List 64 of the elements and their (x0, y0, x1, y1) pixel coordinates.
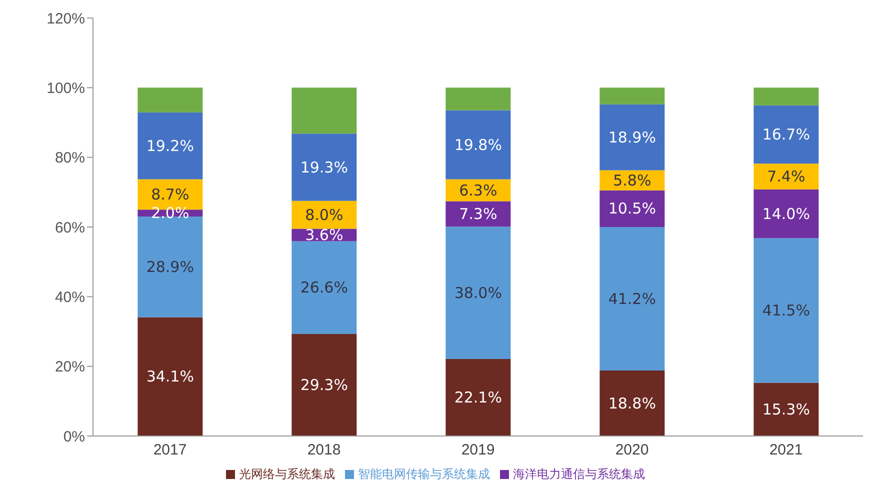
y-tick-label: 80% (54, 150, 85, 167)
bar (446, 359, 511, 436)
data-label: 38.0% (454, 284, 502, 302)
y-tick-label: 40% (54, 288, 85, 306)
bar (292, 88, 357, 134)
x-tick-label: 2021 (769, 442, 803, 459)
bar (446, 110, 511, 180)
x-tick-label: 2017 (153, 442, 187, 459)
data-label: 22.1% (454, 388, 502, 407)
data-label: 18.8% (608, 394, 656, 412)
data-label: 28.9% (146, 258, 194, 276)
bar (600, 370, 665, 436)
bar (292, 334, 357, 436)
bar (446, 88, 511, 110)
data-label: 19.8% (454, 136, 502, 154)
bar (754, 88, 819, 106)
bar (138, 216, 203, 318)
x-tick-label: 2018 (307, 442, 341, 459)
bar (138, 112, 203, 180)
bar (138, 88, 203, 112)
data-label: 5.8% (613, 171, 652, 190)
data-label: 15.3% (762, 400, 810, 418)
legend-label: 光网络与系统集成 (239, 467, 335, 481)
bar (754, 105, 819, 164)
data-label: 41.2% (608, 290, 656, 308)
x-tick-label: 2020 (615, 442, 649, 459)
bar (446, 201, 511, 227)
y-tick-label: 100% (46, 80, 85, 97)
bar (754, 382, 819, 436)
data-label: 41.5% (762, 301, 810, 320)
data-label: 34.1% (146, 368, 194, 386)
y-tick-label: 120% (46, 10, 85, 28)
data-label: 26.6% (300, 278, 348, 297)
bar (446, 226, 511, 360)
y-tick-label: 0% (63, 428, 85, 446)
data-label: 19.3% (300, 158, 348, 176)
data-label: 7.3% (459, 204, 498, 223)
bar (754, 164, 819, 190)
bar (600, 88, 665, 104)
y-tick-label: 60% (54, 219, 85, 236)
bar (600, 227, 665, 371)
data-label: 8.0% (305, 206, 344, 224)
data-label: 7.4% (767, 167, 806, 186)
data-label: 10.5% (608, 200, 656, 218)
data-label: 8.7% (151, 185, 190, 204)
bar (754, 189, 819, 238)
bar (600, 104, 665, 170)
data-label: 18.9% (608, 128, 656, 146)
data-label: 16.7% (762, 126, 810, 144)
bar (292, 134, 357, 201)
bar (138, 317, 203, 436)
bar (292, 241, 357, 334)
legend-label: 智能电网传输与系统集成 (358, 467, 490, 481)
x-tick-label: 2019 (461, 442, 495, 459)
bar (600, 190, 665, 227)
data-label: 2.0% (151, 204, 190, 222)
data-label: 14.0% (762, 204, 810, 223)
bar (754, 238, 819, 383)
data-label: 19.2% (146, 136, 194, 155)
legend-label: 海洋电力通信与系统集成 (513, 467, 645, 481)
y-tick-label: 20% (54, 358, 85, 376)
data-label: 6.3% (459, 181, 498, 200)
data-label: 29.3% (300, 376, 348, 394)
data-label: 3.6% (305, 226, 344, 244)
